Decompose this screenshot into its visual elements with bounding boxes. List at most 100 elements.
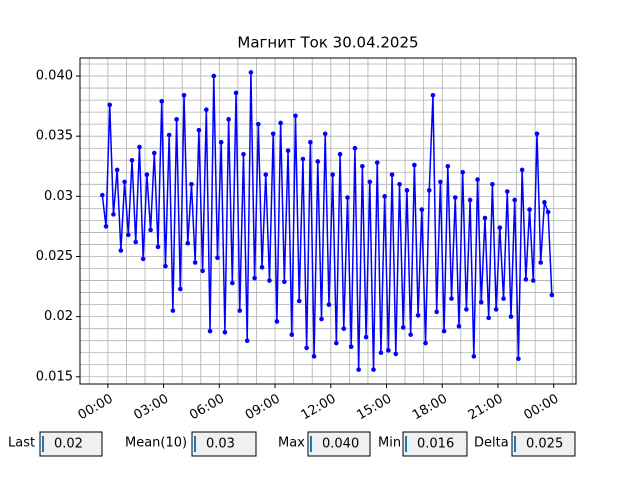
data-point (360, 163, 365, 169)
data-point (248, 70, 254, 75)
data-point (278, 120, 283, 126)
data-point (497, 225, 503, 230)
data-point (107, 102, 113, 108)
data-point (493, 307, 499, 312)
data-point (300, 156, 306, 162)
data-point (241, 151, 246, 157)
data-point (140, 256, 146, 262)
data-point (230, 280, 235, 286)
widget-label: Min (378, 436, 401, 451)
data-point (501, 296, 506, 301)
data-point (542, 200, 547, 205)
data-point (519, 167, 525, 173)
data-point (215, 255, 220, 260)
data-point (434, 309, 439, 315)
data-point (163, 263, 168, 269)
widget-label: Delta (474, 436, 509, 451)
data-point (99, 192, 105, 198)
data-point (308, 139, 313, 145)
data-point (122, 179, 127, 185)
data-point (478, 299, 484, 305)
data-point (155, 244, 161, 250)
data-point (367, 179, 373, 185)
data-point (445, 163, 451, 169)
data-point (348, 344, 354, 350)
widget-label: Last (8, 436, 35, 451)
y-tick-label: 0.03 (44, 189, 73, 204)
data-point (419, 207, 425, 212)
data-point (475, 177, 480, 182)
data-point (512, 197, 517, 203)
data-point (337, 151, 343, 157)
data-point (404, 188, 410, 193)
data-point (322, 131, 328, 137)
data-line (101, 72, 553, 370)
data-point (504, 189, 510, 194)
data-point (133, 239, 139, 245)
data-point (464, 307, 469, 312)
data-point (207, 328, 213, 334)
data-point (389, 172, 395, 177)
data-point (185, 240, 191, 246)
data-point (159, 99, 165, 104)
data-point (400, 325, 406, 330)
data-point (304, 345, 309, 351)
data-point (311, 354, 317, 359)
data-point (352, 145, 358, 151)
data-point (148, 227, 153, 233)
data-point (508, 314, 514, 319)
data-point (196, 127, 202, 133)
data-point (218, 139, 224, 145)
data-point (363, 334, 369, 340)
data-point (267, 278, 272, 283)
data-point (408, 332, 413, 337)
data-point (378, 350, 384, 356)
data-point (274, 319, 280, 324)
data-point (285, 148, 291, 153)
text-box[interactable] (402, 431, 468, 457)
text-box-value: 0.040 (322, 437, 359, 452)
text-box[interactable] (39, 431, 103, 457)
data-point (319, 316, 324, 322)
data-point (412, 162, 417, 168)
data-point (137, 144, 142, 150)
data-point (174, 117, 179, 122)
data-point (166, 132, 172, 138)
text-box[interactable] (191, 431, 257, 457)
y-tick-label: 0.025 (36, 249, 73, 264)
text-box[interactable] (511, 431, 576, 457)
data-point (259, 265, 265, 270)
data-point (263, 172, 269, 177)
data-point (144, 172, 150, 177)
data-point (315, 159, 321, 164)
y-tick-label: 0.035 (36, 129, 73, 144)
chart-title: Магнит Ток 30.04.2025 (237, 34, 418, 52)
data-point (456, 323, 462, 329)
data-point (200, 268, 205, 274)
data-point (527, 207, 532, 212)
data-point (452, 195, 458, 200)
data-point (490, 182, 495, 187)
data-point (393, 351, 399, 357)
data-point (256, 121, 261, 127)
data-point (244, 338, 250, 343)
data-point (460, 169, 465, 175)
data-point (415, 313, 421, 318)
data-point (426, 188, 432, 193)
data-point (282, 279, 287, 285)
data-point (486, 315, 491, 321)
data-point (192, 260, 198, 265)
data-point (118, 248, 124, 253)
data-point (386, 348, 391, 353)
text-box-value: 0.016 (417, 437, 454, 452)
data-point (181, 92, 187, 98)
data-point (371, 367, 376, 372)
data-point (125, 232, 131, 238)
data-point (326, 302, 332, 307)
data-point (334, 340, 339, 346)
data-point (516, 356, 521, 362)
text-box[interactable] (307, 431, 371, 457)
data-point (423, 340, 428, 346)
